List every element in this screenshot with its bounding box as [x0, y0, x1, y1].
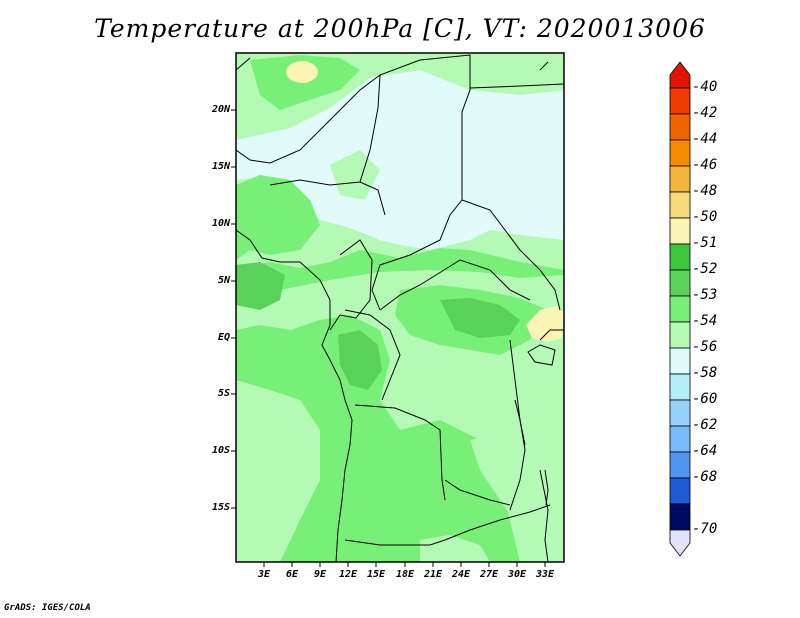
lon-label: 12E [338, 569, 358, 580]
colorbar-box-12 [669, 373, 691, 401]
colorbar-label: -64 [692, 443, 718, 459]
contour-region-minus51-east [526, 306, 564, 342]
border-cameroon [329, 239, 373, 331]
contour-region-minus52-west [236, 262, 285, 310]
colorbar-top-arrow [669, 61, 691, 89]
colorbar-box-6 [669, 217, 691, 245]
border-niger-nigeria [269, 179, 386, 216]
lat-label: 20N [211, 104, 230, 115]
colorbar [669, 61, 691, 557]
colorbar-label: -40 [692, 79, 718, 95]
colorbar-label: -50 [692, 209, 718, 225]
colorbar-box-13 [669, 399, 691, 427]
border-congo-drc [344, 309, 401, 401]
colorbar-label: -58 [692, 365, 718, 381]
contour-region-minus54-north [236, 70, 564, 250]
colorbar-box-16 [669, 477, 691, 505]
colorbar-box-5 [669, 191, 691, 219]
border-east [539, 329, 564, 341]
coast-nw [236, 57, 251, 71]
coastline-west-africa [236, 229, 353, 562]
lat-label: 15N [211, 161, 230, 172]
colorbar-box-17 [669, 503, 691, 531]
temperature-field [236, 53, 564, 562]
plot-frame [235, 52, 565, 563]
colorbar-box-11 [669, 347, 691, 375]
border-egypt [469, 83, 564, 89]
border-libya-chad [379, 54, 471, 200]
contour-region-minus52-nw [236, 175, 320, 260]
colorbar-box-10 [669, 321, 691, 349]
lon-label: 18E [395, 569, 415, 580]
contour-region-minus53-southeast [470, 430, 564, 562]
lon-label: 9E [313, 569, 327, 580]
lat-label: 10S [211, 445, 230, 456]
colorbar-label: -62 [692, 417, 718, 433]
lake-tanganyika [514, 399, 526, 446]
colorbar-label: -48 [692, 183, 718, 199]
colorbar-label: -52 [692, 261, 718, 277]
contour-region-minus51-top [286, 61, 318, 83]
contour-region-minus53-south [236, 380, 320, 562]
colorbar-box-15 [669, 451, 691, 479]
border-sudan-south [461, 199, 561, 311]
lon-label: 21E [423, 569, 443, 580]
colorbar-box-1 [669, 87, 691, 115]
border-chad-sudan [371, 199, 463, 311]
colorbar-label: -70 [692, 521, 718, 537]
country-borders [236, 54, 564, 562]
lake-malawi [544, 469, 549, 506]
contour-region-minus53-bottom [420, 535, 490, 562]
lon-label: 30E [507, 569, 527, 580]
colorbar-label: -46 [692, 157, 718, 173]
colorbar-box-9 [669, 295, 691, 323]
colorbar-label: -53 [692, 287, 718, 303]
lon-label: 3E [257, 569, 271, 580]
colorbar-label: -54 [692, 313, 718, 329]
lat-label: 15S [211, 502, 230, 513]
border-zambia-south [444, 504, 551, 541]
colorbar-label: -44 [692, 131, 718, 147]
colorbar-box-8 [669, 269, 691, 297]
lake-victoria [527, 344, 556, 366]
credit-label: GrADS: IGES/COLA [4, 603, 91, 613]
border-namibia [344, 539, 446, 546]
colorbar-box-14 [669, 425, 691, 453]
map-title: Temperature at 200hPa [C], VT: 202001300… [94, 14, 706, 43]
colorbar-label: -68 [692, 469, 718, 485]
contour-region-minus52-congo [440, 298, 520, 338]
lat-label: 5N [217, 275, 230, 286]
lat-label: EQ [217, 332, 230, 343]
lon-label: 6E [285, 569, 299, 580]
contour-region-minus52-gabon [338, 330, 382, 390]
lon-label: 15E [366, 569, 386, 580]
lon-label: 33E [535, 569, 555, 580]
contour-region-minus53-strip [330, 150, 380, 200]
colorbar-box-7 [669, 243, 691, 271]
colorbar-box-3 [669, 139, 691, 167]
colorbar-bottom-arrow [669, 529, 691, 557]
colorbar-label: -51 [692, 235, 718, 251]
border-algeria-niger [236, 73, 381, 183]
colorbar-label: -56 [692, 339, 718, 355]
border-angola [354, 404, 446, 501]
colorbar-label: -60 [692, 391, 718, 407]
border-mozambique [539, 469, 549, 562]
lat-label: 10N [211, 218, 230, 229]
axis-ticks [231, 109, 546, 567]
border-angola-zambia [444, 479, 511, 506]
lon-label: 27E [479, 569, 499, 580]
lon-label: 24E [451, 569, 471, 580]
colorbar-box-4 [669, 165, 691, 193]
lat-label: 5S [217, 388, 230, 399]
coast-se [539, 61, 549, 71]
border-car [379, 259, 531, 311]
colorbar-box-2 [669, 113, 691, 141]
colorbar-label: -42 [692, 105, 718, 121]
